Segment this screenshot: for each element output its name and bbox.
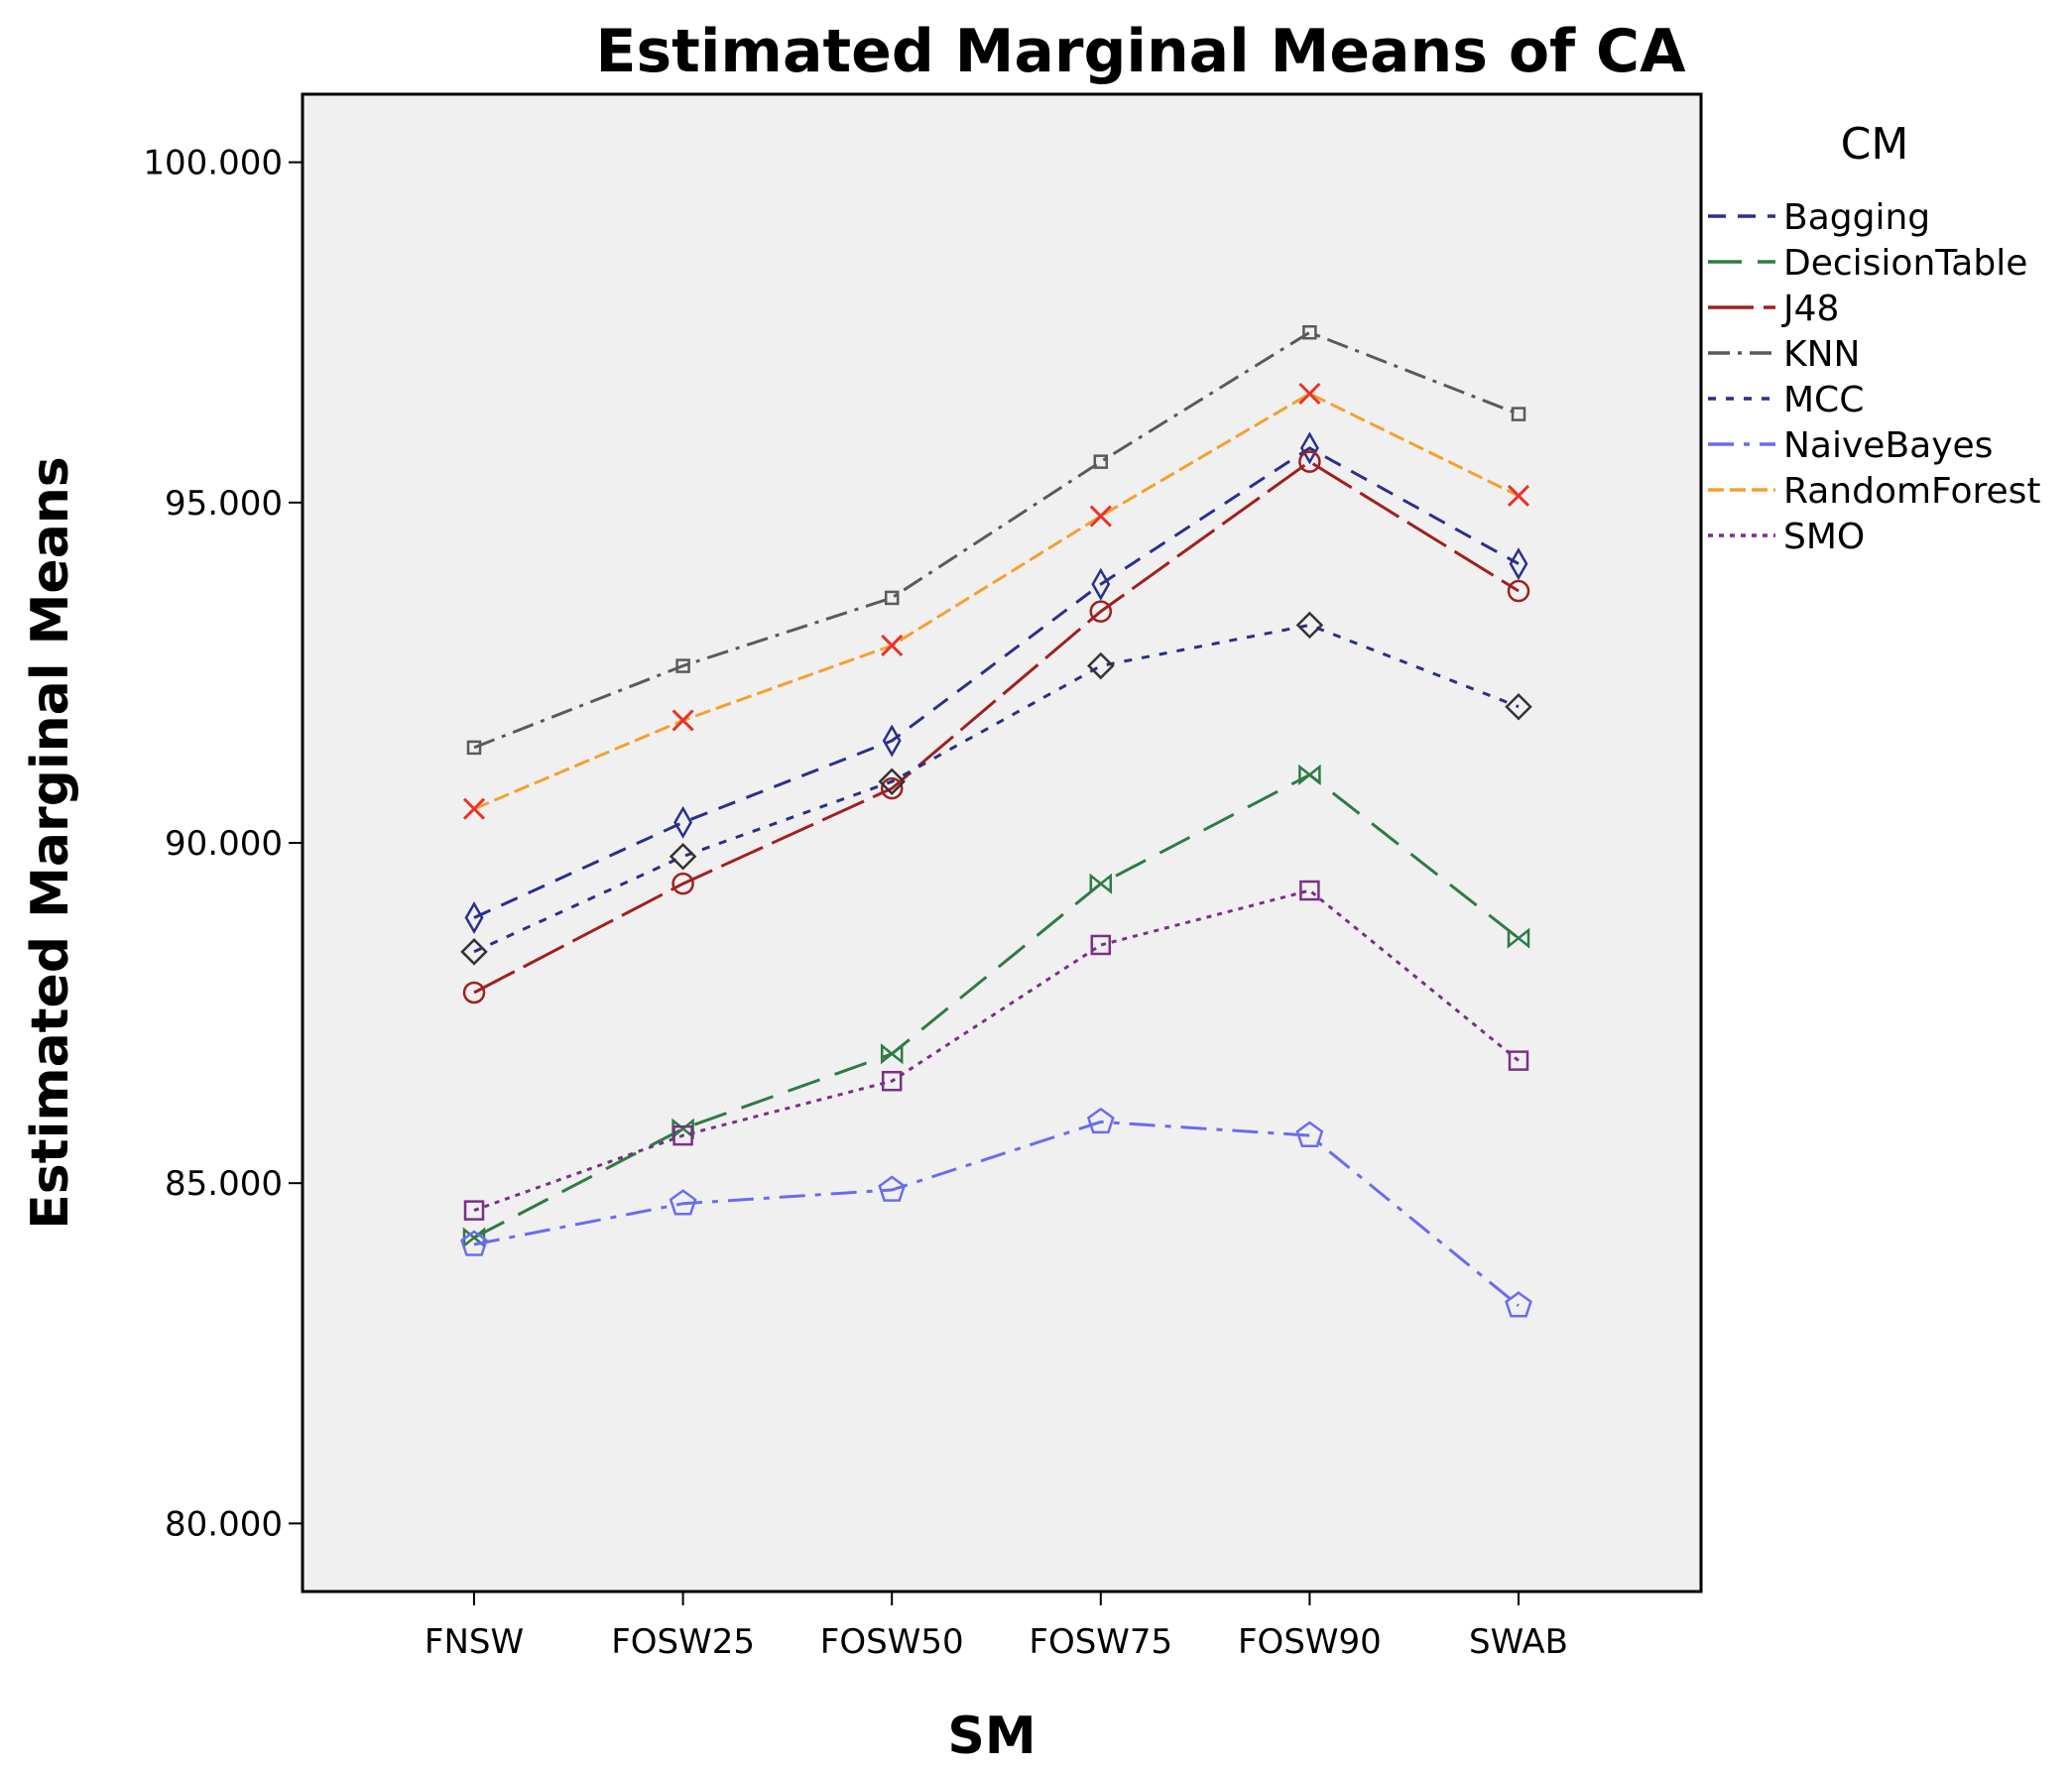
data-point	[1298, 764, 1321, 785]
legend: CM Bagging DecisionTable J48 KNN MCC NaiveBay…	[1708, 119, 2041, 557]
series-knn	[466, 324, 1526, 756]
data-point	[1507, 484, 1530, 508]
series-smo	[463, 880, 1529, 1221]
legend-item: J48	[1708, 289, 1839, 329]
data-point	[1093, 454, 1109, 469]
data-point	[878, 767, 906, 795]
legend-label: NaiveBayes	[1783, 425, 1993, 466]
legend-item: KNN	[1708, 334, 1860, 375]
data-point	[1089, 600, 1113, 623]
x-axis: FNSW FOSW25 FOSW50 FOSW75 FOSW90 SWAB	[425, 1592, 1568, 1662]
data-point	[1089, 873, 1113, 894]
legend-label: Bagging	[1783, 197, 1930, 238]
x-tick-label: FOSW75	[1029, 1622, 1172, 1662]
legend-label: KNN	[1783, 334, 1860, 375]
legend-item: NaiveBayes	[1708, 425, 1993, 466]
data-point	[881, 634, 904, 657]
chart-title: Estimated Marginal Means of CA	[595, 17, 1686, 86]
data-point	[671, 872, 694, 895]
data-point	[669, 1189, 697, 1216]
series-layer	[460, 324, 1532, 1318]
series-line	[473, 1120, 1520, 1307]
x-tick-label: FOSW50	[820, 1622, 964, 1662]
legend-item: Bagging	[1708, 197, 1930, 238]
x-tick-label: FOSW25	[611, 1622, 755, 1662]
data-point	[1511, 407, 1526, 421]
data-point	[463, 1200, 485, 1221]
data-point	[881, 1070, 903, 1092]
y-tick-label: 100.000	[143, 144, 283, 183]
data-point	[1507, 579, 1530, 603]
legend-label: DecisionTable	[1783, 243, 2027, 284]
data-point	[462, 981, 486, 1004]
data-point	[669, 842, 697, 871]
series-line	[473, 392, 1520, 811]
data-point	[1508, 1050, 1529, 1071]
data-point	[1505, 1291, 1532, 1318]
data-point	[1505, 692, 1532, 721]
series-naivebayes	[460, 1107, 1532, 1318]
legend-title: CM	[1841, 119, 1909, 170]
data-point	[880, 776, 904, 800]
data-point	[1086, 1107, 1115, 1134]
series-bagging	[464, 431, 1528, 935]
data-point	[1298, 382, 1321, 406]
y-tick-label: 95.000	[165, 484, 283, 524]
series-line	[473, 772, 1520, 1239]
legend-item: SMO	[1708, 517, 1865, 557]
x-tick-label: FNSW	[425, 1622, 524, 1662]
series-decisiontable	[462, 764, 1530, 1248]
series-j48	[462, 450, 1530, 1004]
series-mcc	[460, 611, 1532, 966]
x-axis-title: SM	[947, 1707, 1036, 1766]
data-point	[1302, 324, 1317, 340]
data-point	[462, 797, 486, 820]
data-point	[460, 938, 488, 966]
data-point	[1299, 431, 1319, 465]
legend-item: RandomForest	[1708, 471, 2041, 512]
series-line	[473, 459, 1520, 995]
data-point	[882, 724, 902, 758]
x-tick-label: SWAB	[1469, 1622, 1568, 1662]
data-point	[1089, 505, 1112, 528]
data-point	[1090, 934, 1112, 956]
data-point	[1091, 567, 1111, 601]
data-point	[466, 740, 482, 756]
data-point	[464, 900, 484, 935]
legend-label: MCC	[1783, 380, 1864, 420]
data-point	[878, 1175, 907, 1202]
data-point	[1295, 1121, 1324, 1147]
legend-label: J48	[1781, 289, 1839, 329]
legend-label: SMO	[1783, 517, 1865, 557]
y-tick-label: 90.000	[165, 824, 283, 864]
legend-item: DecisionTable	[1708, 243, 2027, 284]
data-point	[1087, 651, 1115, 680]
data-point	[884, 590, 900, 606]
data-point	[1299, 880, 1320, 901]
y-tick-label: 85.000	[165, 1164, 283, 1204]
series-line	[473, 330, 1520, 750]
legend-label: RandomForest	[1783, 471, 2041, 512]
y-tick-label: 80.000	[165, 1504, 283, 1544]
data-point	[1298, 450, 1321, 473]
series-randomforest	[462, 382, 1530, 820]
data-point	[462, 1227, 486, 1248]
data-point	[460, 1230, 488, 1256]
legend-item: MCC	[1708, 380, 1864, 420]
data-point	[880, 1043, 904, 1065]
data-point	[672, 1124, 693, 1146]
data-point	[671, 709, 694, 732]
plot-area	[301, 92, 1703, 1593]
data-point	[1509, 547, 1528, 581]
data-point	[675, 658, 690, 673]
y-axis: 80.000 85.000 90.000 95.000 100.000	[143, 144, 303, 1544]
y-axis-title: Estimated Marginal Means	[21, 456, 80, 1230]
x-tick-label: FOSW90	[1238, 1622, 1382, 1662]
series-line	[473, 446, 1520, 919]
data-point	[1295, 611, 1324, 640]
data-point	[673, 805, 693, 839]
data-point	[1507, 927, 1530, 949]
